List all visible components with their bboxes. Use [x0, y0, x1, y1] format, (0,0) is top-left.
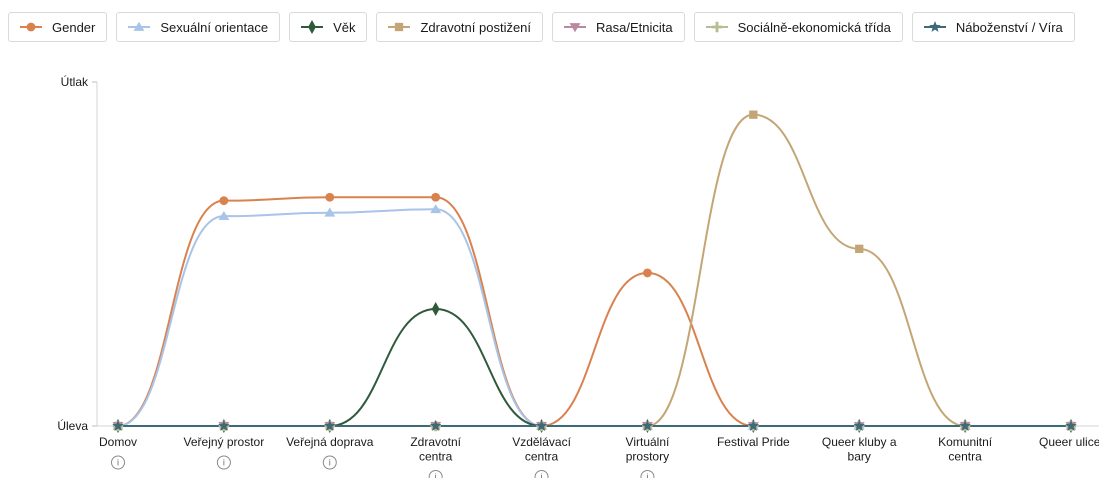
svg-text:i: i [117, 458, 119, 468]
legend-item-vek[interactable]: Věk [289, 12, 368, 42]
data-point-sexualni-orientace [218, 210, 230, 221]
legend-marker-shape [133, 21, 145, 31]
legend-marker-triangle-down-icon [564, 23, 587, 33]
data-point-nabozenstvi-vira [218, 420, 230, 431]
legend-item-gender[interactable]: Gender [8, 12, 108, 42]
x-tick-label: Zdravotní [410, 435, 461, 449]
series-lines [117, 113, 1071, 428]
x-tick-label: Virtuální [626, 435, 670, 449]
series-line-gender [117, 196, 1071, 428]
x-tick-label: Veřejná doprava [286, 435, 374, 449]
data-point-nabozenstvi-vira [747, 420, 760, 431]
legend-marker-shape [711, 21, 722, 33]
svg-text:i: i [223, 458, 225, 468]
data-point-nabozenstvi-vira [112, 420, 124, 431]
data-point-gender [325, 192, 335, 202]
svg-text:i: i [435, 472, 437, 478]
legend-marker-star-icon [923, 21, 946, 32]
legend-item-socialne-ekonomicka-trida[interactable]: Sociálně-ekonomická třída [693, 12, 903, 42]
legend-marker-plus-icon [705, 21, 728, 33]
info-icon[interactable]: i [428, 470, 443, 478]
info-icon[interactable]: i [534, 470, 549, 478]
series-line-zdravotni-postizeni [118, 113, 1071, 427]
x-tick-label: Queer ulice [1039, 435, 1099, 449]
data-point-nabozenstvi-vira [1065, 420, 1077, 431]
legend-marker-shape [569, 23, 581, 33]
data-point-gender [431, 192, 441, 202]
legend-label: Rasa/Etnicita [596, 19, 673, 35]
data-point-gender [643, 268, 652, 278]
data-point-nabozenstvi-vira [641, 420, 654, 431]
data-point-zdravotni-postizeni [749, 110, 758, 119]
y-tick-label: Útlak [61, 74, 89, 89]
legend-marker-shape [929, 21, 941, 32]
legend-label: Náboženství / Víra [955, 19, 1063, 35]
legend-marker-triangle-icon [128, 21, 151, 31]
x-tick-label: Domov [99, 435, 137, 449]
x-tick-label: Queer kluby a [822, 435, 897, 449]
chart-axes: Útlak Úleva [57, 74, 1099, 433]
legend-item-sexualni-orientace[interactable]: Sexuální orientace [116, 12, 281, 42]
data-point-nabozenstvi-vira [853, 420, 865, 431]
data-point-nabozenstvi-vira [429, 420, 442, 431]
data-point-sexualni-orientace [430, 204, 442, 214]
x-tick-label: Vzdělávací [512, 435, 571, 449]
y-tick-label: Úleva [57, 418, 88, 433]
info-icon[interactable]: i [640, 470, 655, 478]
data-point-zdravotni-postizeni [855, 244, 864, 253]
chart-legend: Gender Sexuální orientace Věk Zdravotní pos… [8, 12, 1075, 42]
x-tick-label: prostory [626, 450, 669, 464]
series-line-vek [118, 308, 1071, 427]
legend-item-nabozenstvi-vira[interactable]: Náboženství / Víra [911, 12, 1075, 42]
data-point-sexualni-orientace [324, 207, 336, 217]
legend-marker-square-icon [388, 22, 411, 32]
svg-text:i: i [646, 472, 648, 478]
legend-label: Gender [52, 19, 96, 35]
legend-marker-shape [26, 22, 36, 32]
x-tick-label: centra [525, 450, 559, 464]
legend-label: Sexuální orientace [160, 19, 269, 35]
x-tick-label: centra [419, 450, 453, 464]
info-icon[interactable]: i [322, 455, 337, 470]
x-tick-label: Komunitní [938, 435, 993, 449]
series-line-sexualni-orientace [117, 208, 1071, 427]
svg-text:i: i [541, 472, 543, 478]
legend-label: Sociálně-ekonomická třída [737, 19, 891, 35]
data-point-nabozenstvi-vira [535, 420, 548, 431]
legend-marker-circle-icon [20, 22, 42, 32]
series-markers [112, 110, 1077, 434]
x-tick-label: Veřejný prostor [184, 435, 265, 449]
data-point-nabozenstvi-vira [959, 420, 971, 431]
data-point-gender [219, 196, 229, 206]
data-point-nabozenstvi-vira [324, 420, 336, 431]
legend-item-rasa-etnicita[interactable]: Rasa/Etnicita [552, 12, 685, 42]
legend-marker-shape [395, 22, 404, 32]
x-axis-labels: Domov i Veřejný prostor i Veřejná doprava i Zd… [99, 435, 1099, 478]
info-icon[interactable]: i [111, 455, 125, 470]
legend-marker-shape [308, 20, 316, 34]
svg-text:i: i [329, 458, 331, 468]
x-tick-label: Festival Pride [717, 435, 790, 449]
data-point-vek [431, 302, 440, 317]
legend-label: Zdravotní postižení [420, 19, 532, 35]
info-icon[interactable]: i [216, 455, 231, 470]
legend-item-zdravotni-postizeni[interactable]: Zdravotní postižení [376, 12, 544, 42]
x-tick-label: centra [948, 450, 982, 464]
legend-label: Věk [333, 19, 356, 35]
x-tick-label: bary [848, 450, 871, 464]
legend-marker-diamond-icon [301, 20, 324, 34]
